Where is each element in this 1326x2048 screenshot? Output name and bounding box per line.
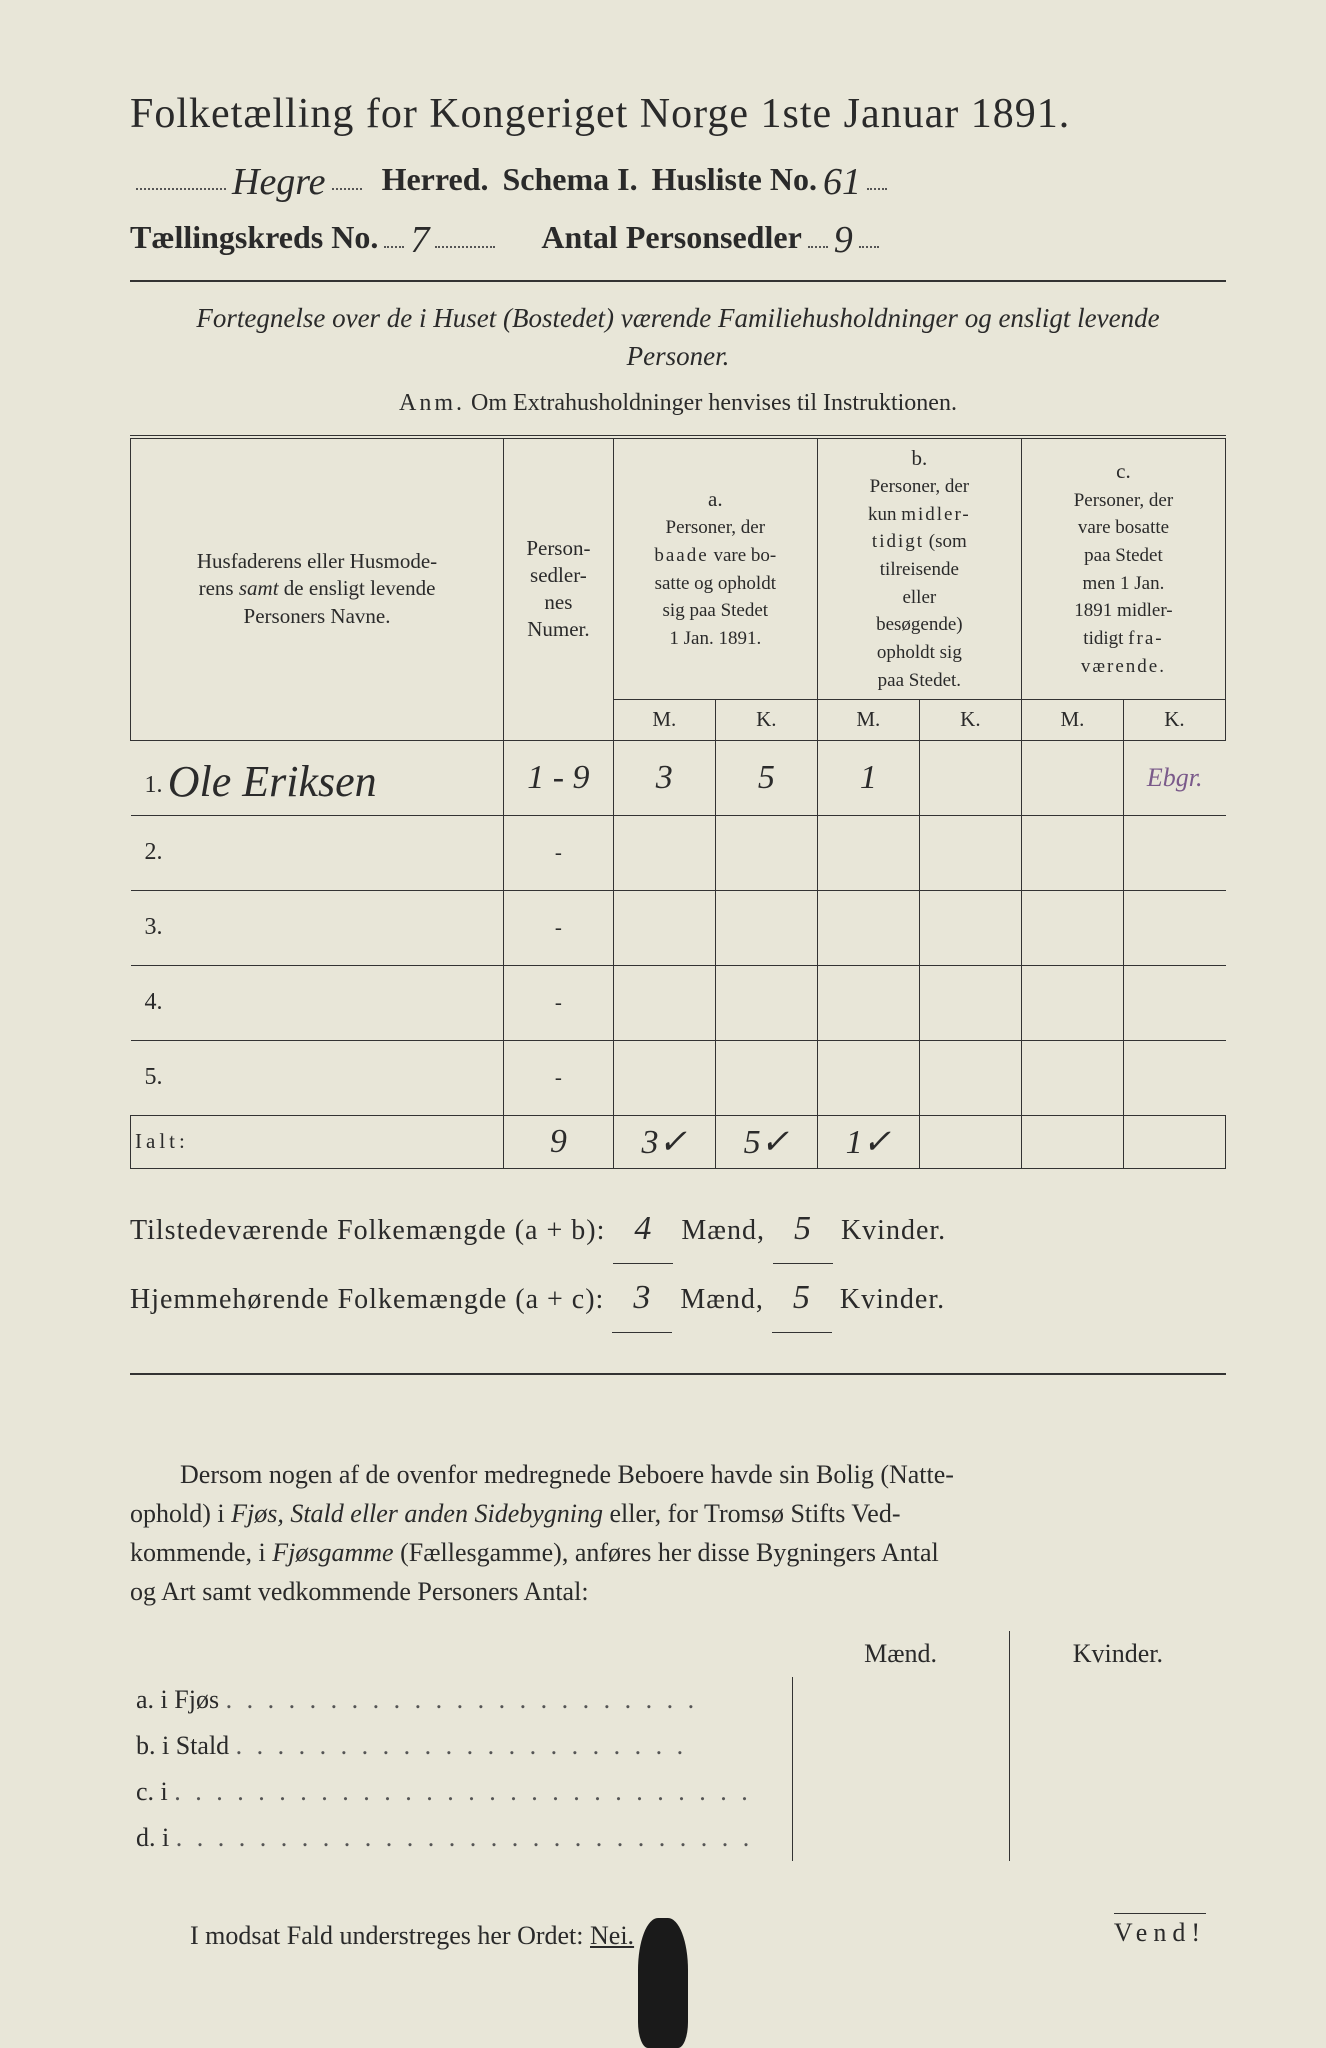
col-c-k: K. xyxy=(1123,700,1225,740)
antal-handwritten: 9 xyxy=(834,218,853,262)
herred-handwritten: Hegre xyxy=(232,160,326,204)
table-row: 1. Ole Eriksen 1 - 9 3 5 1 Ebgr. xyxy=(131,740,1226,815)
col-b-k: K. xyxy=(919,700,1021,740)
cell-aM: 3 xyxy=(656,759,673,796)
ink-stain xyxy=(638,1918,688,2048)
nei-underlined: Nei. xyxy=(590,1921,634,1950)
main-table: Husfaderens eller Husmode-rens samt de e… xyxy=(130,435,1226,1169)
page-title: Folketælling for Kongeriget Norge 1ste J… xyxy=(130,90,1226,138)
col-a-k: K. xyxy=(715,700,817,740)
row-name-hw: Ole Eriksen xyxy=(168,757,377,806)
sub-row-d: d. i . . . . . . . . . . . . . . . . . .… xyxy=(130,1815,1226,1861)
antal-label: Antal Personsedler xyxy=(541,219,801,256)
sub-row-b: b. i Stald . . . . . . . . . . . . . . .… xyxy=(130,1723,1226,1769)
totals-block: Tilstedeværende Folkemængde (a + b): 4 M… xyxy=(130,1195,1226,1333)
table-row: 3. - xyxy=(131,890,1226,965)
table-row: 5. - xyxy=(131,1040,1226,1115)
maend-label: Mænd, xyxy=(681,1215,765,1246)
kreds-label: Tællingskreds No. xyxy=(130,219,378,256)
row-number: 1. xyxy=(135,772,163,798)
husliste-no-handwritten: 61 xyxy=(823,160,861,204)
husliste-label: Husliste No. xyxy=(652,161,817,198)
kvinder-label-2: Kvinder. xyxy=(840,1284,945,1315)
sub-row-a: a. i Fjøs . . . . . . . . . . . . . . . … xyxy=(130,1677,1226,1723)
sub-row-c: c. i . . . . . . . . . . . . . . . . . .… xyxy=(130,1769,1226,1815)
anm-line: Anm. Om Extrahusholdninger henvises til … xyxy=(130,390,1226,417)
hjemme-k: 5 xyxy=(793,1279,811,1316)
cell-aK: 5 xyxy=(758,759,775,796)
maend-label-2: Mænd, xyxy=(680,1284,764,1315)
subtitle: Fortegnelse over de i Huset (Bostedet) v… xyxy=(170,300,1186,376)
outbuilding-paragraph: Dersom nogen af de ovenfor medregnede Be… xyxy=(130,1455,1226,1611)
col-b-m: M. xyxy=(817,700,919,740)
col-b-header: b. Personer, derkun midler-tidigt (somti… xyxy=(817,437,1021,700)
col-c-header: c. Personer, dervare bosattepaa Stedetme… xyxy=(1021,437,1225,700)
table-row: 2. - xyxy=(131,815,1226,890)
outbuilding-table: Mænd. Kvinder. a. i Fjøs . . . . . . . .… xyxy=(130,1631,1226,1861)
table-row: 4. - xyxy=(131,965,1226,1040)
kvinder-label: Kvinder. xyxy=(841,1215,946,1246)
cell-bM: 1 xyxy=(860,759,877,796)
hjemme-m: 3 xyxy=(633,1279,651,1316)
sub-maend-header: Mænd. xyxy=(792,1631,1009,1677)
tilstede-m: 4 xyxy=(634,1210,652,1247)
tilstede-label: Tilstedeværende Folkemængde (a + b): xyxy=(130,1215,605,1246)
ialt-num: 9 xyxy=(550,1123,567,1160)
ialt-aM: 3✓ xyxy=(642,1124,688,1161)
tilstede-k: 5 xyxy=(794,1210,812,1247)
ialt-label: Ialt: xyxy=(131,1115,504,1168)
header-line-1: Hegre Herred. Schema I. Husliste No. 61 xyxy=(130,156,1226,200)
divider-2 xyxy=(130,1373,1226,1375)
divider xyxy=(130,280,1226,282)
ialt-bM: 1✓ xyxy=(846,1124,892,1161)
kreds-no-handwritten: 7 xyxy=(410,218,429,262)
sub-kvinder-header: Kvinder. xyxy=(1009,1631,1226,1677)
cell-cK-note: Ebgr. xyxy=(1147,763,1203,792)
anm-text: Om Extrahusholdninger henvises til Instr… xyxy=(471,390,957,416)
vend-label: Vend! xyxy=(1114,1913,1206,1948)
ialt-row: Ialt: 9 3✓ 5✓ 1✓ xyxy=(131,1115,1226,1168)
col-c-m: M. xyxy=(1021,700,1123,740)
header-line-2: Tællingskreds No. 7 Antal Personsedler 9 xyxy=(130,214,1226,258)
col-num-header: Person-sedler-nesNumer. xyxy=(504,437,614,741)
col-a-header: a. Personer, derbaade vare bo-satte og o… xyxy=(613,437,817,700)
col-name-header: Husfaderens eller Husmode-rens samt de e… xyxy=(131,437,504,741)
row-num-hw: 1 - 9 xyxy=(527,759,589,796)
anm-label: Anm. xyxy=(399,390,465,416)
ialt-aK: 5✓ xyxy=(744,1124,790,1161)
col-a-m: M. xyxy=(613,700,715,740)
herred-label: Herred. xyxy=(382,161,489,198)
schema-label: Schema I. xyxy=(502,161,637,198)
hjemme-label: Hjemmehørende Folkemængde (a + c): xyxy=(130,1284,604,1315)
